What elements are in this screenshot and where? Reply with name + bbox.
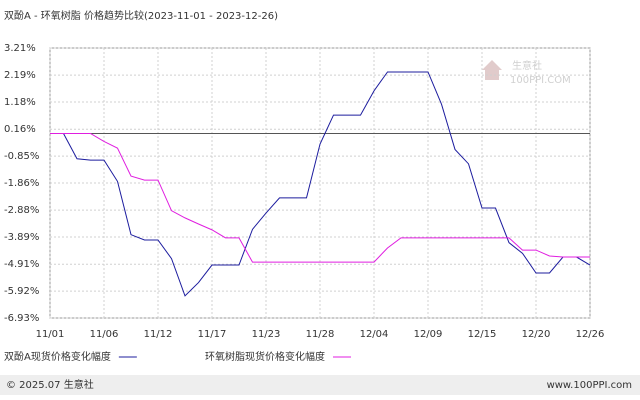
x-tick-label: 11/28	[306, 329, 335, 340]
x-tick-label: 11/06	[90, 329, 119, 340]
y-tick-label: -0.85%	[4, 151, 39, 162]
chart-title: 双酚A - 环氧树脂 价格趋势比较(2023-11-01 - 2023-12-2…	[4, 9, 278, 22]
x-tick-label: 11/01	[36, 329, 65, 340]
watermark-url: 100PPI.COM	[510, 75, 571, 86]
series-line	[50, 132, 590, 263]
x-tick-label: 12/26	[576, 329, 605, 340]
legend-label: 双酚A现货价格变化幅度	[4, 350, 111, 363]
watermark-name: 生意社	[512, 59, 542, 72]
y-tick-label: -2.88%	[4, 205, 39, 216]
x-tick-label: 12/09	[414, 329, 443, 340]
y-tick-label: 1.18%	[4, 97, 36, 108]
y-tick-label: -1.86%	[4, 178, 39, 189]
x-tick-label: 12/04	[360, 329, 389, 340]
y-tick-label: -6.93%	[4, 313, 39, 324]
series-line	[50, 71, 591, 297]
x-tick-label: 11/23	[252, 329, 281, 340]
y-tick-label: 2.19%	[4, 70, 36, 81]
y-tick-label: -4.91%	[4, 259, 39, 270]
x-tick-label: 11/12	[144, 329, 173, 340]
y-tick-label: -3.89%	[4, 232, 39, 243]
footer-left: © 2025.07 生意社	[6, 378, 94, 391]
y-tick-label: 3.21%	[4, 43, 36, 54]
y-tick-label: -5.92%	[4, 286, 39, 297]
footer-right: www.100PPI.com	[547, 380, 632, 391]
y-tick-label: 0.16%	[4, 124, 36, 135]
legend-label: 环氧树脂现货价格变化幅度	[205, 350, 325, 363]
x-tick-label: 12/20	[522, 329, 551, 340]
footer-bar	[0, 375, 640, 395]
x-tick-label: 11/17	[198, 329, 227, 340]
x-tick-label: 12/15	[468, 329, 497, 340]
